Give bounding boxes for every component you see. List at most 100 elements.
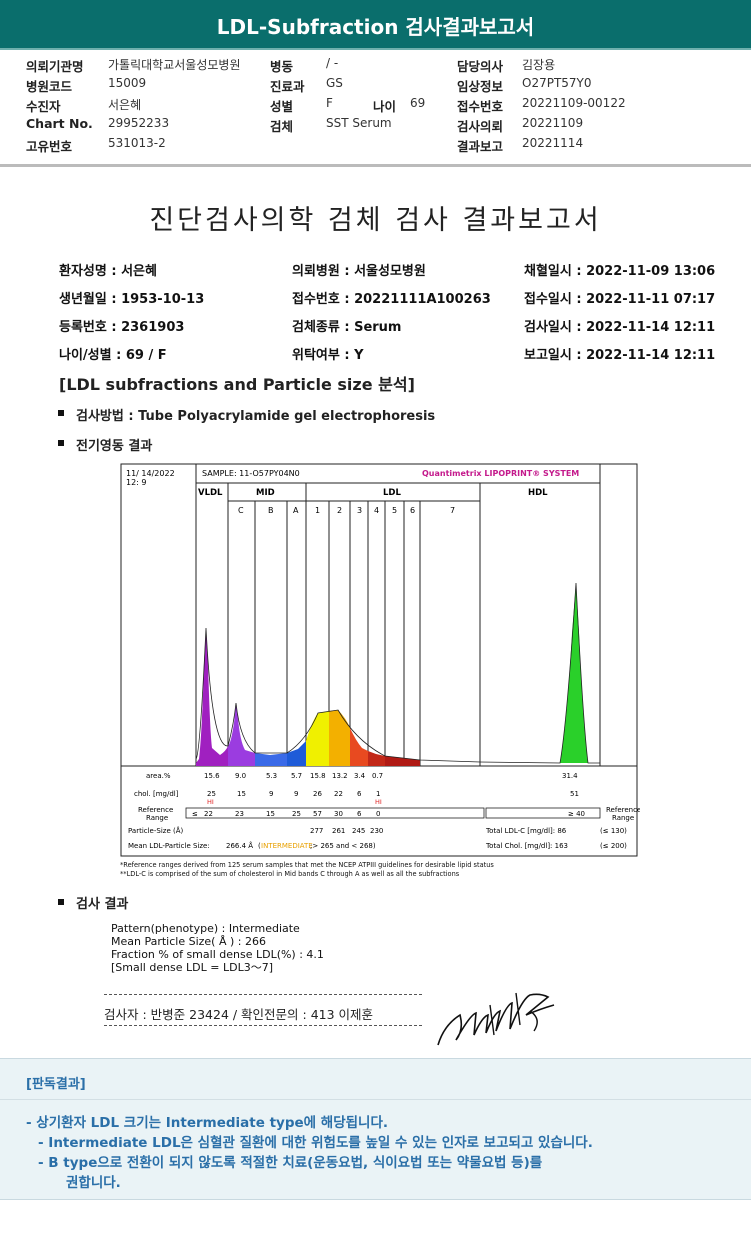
total-chol: Total Chol. [mg/dl]: 163 [485, 842, 568, 850]
value-ward: / - [326, 56, 339, 70]
ref-ldl3: 6 [357, 810, 362, 818]
region-mid: MID [256, 488, 275, 498]
interpretation-line-1: - 상기환자 LDL 크기는 Intermediate type에 해당됩니다. [26, 1115, 389, 1131]
value-unique-no: 531013-2 [108, 136, 166, 150]
hdl-peak [560, 583, 588, 763]
ref-label-2: Range [146, 814, 168, 822]
ref-le: ≤ [192, 810, 198, 818]
label-unique-no: 고유번호 [26, 139, 73, 154]
band-5: 5 [392, 506, 397, 515]
chol-ldl3: 6 [357, 790, 362, 798]
ref-range-box-hdl [485, 807, 601, 819]
electrophoresis-chart: 11/ 14/2022 12: 9 SAMPLE: 11-O57PY04N0 Q… [120, 463, 640, 857]
area-vldl: 15.6 [204, 772, 220, 780]
receipt-number: 접수번호 : 20221111A100263 [292, 292, 491, 307]
row-area-label: area.% [146, 772, 171, 780]
chol-vldl: 25 [207, 790, 216, 798]
chart-footnotes: *Reference ranges derived from 125 serum… [120, 861, 494, 879]
vldl-peak [196, 628, 228, 766]
signature-line-bottom [104, 1025, 422, 1026]
section-title: [LDL subfractions and Particle size 분석] [59, 375, 415, 394]
header-mid-values: / - GS F SST Serum [326, 56, 392, 136]
label-doctor: 담당의사 [457, 59, 504, 74]
ref-ldl1: 57 [313, 810, 322, 818]
value-doctor: 김장용 [522, 58, 556, 72]
ref-vldl: 22 [204, 810, 213, 818]
bullet [58, 899, 64, 905]
chart-time: 12: 9 [126, 478, 147, 487]
band-c: C [238, 506, 244, 515]
band-3: 3 [357, 506, 362, 515]
value-report-date: 20221114 [522, 136, 584, 150]
handwritten-signature [437, 992, 555, 1046]
band-2: 2 [337, 506, 342, 515]
band-6: 6 [410, 506, 415, 515]
chol-c: 15 [237, 790, 246, 798]
result-pattern: Pattern(phenotype) : Intermediate [111, 922, 300, 935]
area-ldl4: 0.7 [372, 772, 383, 780]
area-a: 5.7 [291, 772, 302, 780]
value-request-date: 20221109 [522, 116, 584, 130]
ldl4-peak [368, 751, 385, 766]
label-department: 진료과 [270, 79, 305, 94]
label-age: 나이 [373, 99, 397, 114]
interpretation-line-2: - Intermediate LDL은 심혈관 질환에 대한 위험도를 높일 수… [38, 1135, 593, 1151]
total-ldl-c-ref: (≤ 130) [600, 827, 627, 835]
value-department: GS [326, 76, 343, 90]
particle-ldl3: 245 [352, 827, 365, 835]
interpretation-line-4: 권합니다. [66, 1175, 121, 1191]
band-b: B [268, 506, 274, 515]
band-a: A [293, 506, 299, 515]
label-request-date: 검사의뢰 [457, 119, 504, 134]
brand-label: Quantimetrix LIPOPRINT® SYSTEM [422, 469, 579, 478]
patient-info-col1: 환자성명 : 서은혜 생년월일 : 1953-10-13 등록번호 : 2361… [59, 258, 204, 370]
label-report-date: 결과보고 [457, 139, 504, 154]
specimen-type: 검체종류 : Serum [292, 320, 402, 335]
area-c: 9.0 [235, 772, 246, 780]
band-1: 1 [315, 506, 320, 515]
patient-info-col2: 의뢰병원 : 서울성모병원 접수번호 : 20221111A100263 검체종… [292, 258, 491, 370]
area-ldl2: 13.2 [332, 772, 348, 780]
chol-b: 9 [269, 790, 273, 798]
result-text-block: Pattern(phenotype) : Intermediate Mean P… [111, 922, 324, 974]
mean-ldl-paren: ( [258, 842, 261, 850]
ldl2-peak [329, 710, 350, 766]
report-title: LDL-Subfraction 검사결과보고서 [216, 15, 535, 39]
value-chart-no: 29952233 [108, 116, 170, 130]
value-specimen: SST Serum [326, 116, 392, 130]
label-receipt-no: 접수번호 [457, 99, 504, 114]
label-patient: 수진자 [26, 99, 61, 114]
total-chol-ref: (≤ 200) [600, 842, 627, 850]
value-hospital: 가톨릭대학교서울성모병원 [108, 58, 241, 72]
ref-b: 15 [266, 810, 275, 818]
method-text: 검사방법 : Tube Polyacrylamide gel electroph… [76, 409, 436, 424]
header-right-labels: 담당의사 임상정보 접수번호 검사의뢰 결과보고 [457, 56, 503, 156]
area-ldl1: 15.8 [310, 772, 326, 780]
value-clinical-info: O27PT57Y0 [522, 76, 592, 90]
chol-ldl4: 1 [376, 790, 380, 798]
particle-ldl2: 261 [332, 827, 345, 835]
ldl3-peak [350, 728, 368, 766]
header-left-values: 가톨릭대학교서울성모병원 15009 서은혜 29952233 531013-2 [108, 56, 240, 156]
age-sex: 나이/성별 : 69 / F [59, 348, 167, 363]
region-ldl: LDL [383, 488, 401, 498]
area-ldl3: 3.4 [354, 772, 366, 780]
mid-c-peak [228, 703, 255, 766]
report-datetime: 보고일시 : 2022-11-14 12:11 [524, 348, 716, 363]
result-fraction: Fraction % of small dense LDL(%) : 4.1 [111, 948, 324, 961]
label-specimen: 검체 [270, 119, 294, 134]
footnote-1: *Reference ranges derived from 125 serum… [120, 861, 494, 869]
chart-date: 11/ 14/2022 [126, 469, 175, 478]
result-mean-size: Mean Particle Size( Å ) : 266 [111, 935, 266, 948]
report-title-bar: LDL-Subfraction 검사결과보고서 [0, 0, 751, 48]
electrophoresis-heading: 전기영동 결과 [76, 439, 153, 454]
signature-text: 검사자 : 반병준 23424 / 확인전문의 : 413 이제훈 [104, 1007, 374, 1022]
patient-name: 환자성명 : 서은혜 [59, 264, 157, 279]
interpretation-panel: [판독결과] - 상기환자 LDL 크기는 Intermediate type에… [0, 1058, 751, 1200]
result-definition: [Small dense LDL = LDL3～7] [111, 961, 274, 974]
mid-b-peak [255, 753, 287, 766]
value-hospital-code: 15009 [108, 76, 147, 90]
value-receipt-no: 20221109-00122 [522, 96, 626, 110]
ref-right-2: Range [612, 814, 634, 822]
mid-a-peak [287, 741, 306, 766]
